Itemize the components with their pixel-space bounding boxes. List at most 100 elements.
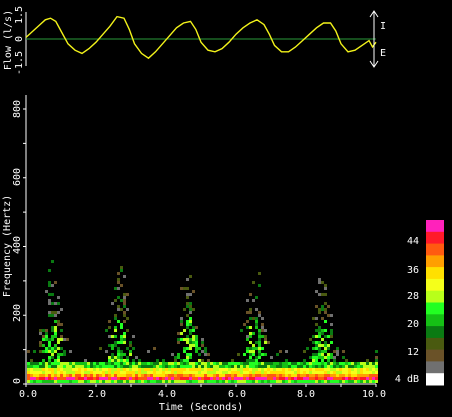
spectrogram-cell	[300, 365, 303, 368]
spectrogram-cell	[36, 377, 39, 380]
spectrogram-cell	[156, 368, 159, 371]
spectrogram-cell	[108, 368, 111, 371]
spectrogram-cell	[246, 338, 249, 341]
spectrogram-cell	[258, 341, 261, 344]
spectrogram-cell	[39, 344, 42, 347]
spectrogram-cell	[330, 332, 333, 335]
spectrogram-cell	[48, 377, 51, 380]
spectrogram-cell	[330, 353, 333, 356]
spectrogram-cell	[333, 374, 336, 377]
spectrogram-cell	[147, 362, 150, 365]
spectrogram-cell	[303, 368, 306, 371]
spectrogram-cell	[48, 380, 51, 383]
spectrogram-cell	[57, 341, 60, 344]
spectrogram-cell	[261, 353, 264, 356]
spectrogram-cell	[291, 374, 294, 377]
spectrogram-cell	[135, 374, 138, 377]
spectrogram-cell	[315, 335, 318, 338]
spectrogram-cell	[81, 374, 84, 377]
spectrogram-cell	[195, 371, 198, 374]
spectrogram-cell	[285, 368, 288, 371]
spectrogram-cell	[225, 380, 228, 383]
spectrogram-cell	[81, 365, 84, 368]
spectrogram-cell	[252, 317, 255, 320]
spectrogram-cell	[186, 305, 189, 308]
spectrogram-cell	[66, 365, 69, 368]
spectrogram-cell	[108, 359, 111, 362]
spectrogram-cell	[66, 380, 69, 383]
spectrogram-cell	[57, 374, 60, 377]
colorbar-swatch	[426, 220, 444, 233]
spectrogram-cell	[375, 377, 378, 380]
spectrogram-cell	[204, 377, 207, 380]
spectrogram-cell	[351, 380, 354, 383]
flow-ylabel: Flow (l/s)	[3, 10, 14, 70]
spectrogram-cell	[375, 365, 378, 368]
spectrogram-cell	[123, 341, 126, 344]
spectrogram-cell	[150, 380, 153, 383]
spectrogram-cell	[285, 374, 288, 377]
spectrogram-cell	[54, 332, 57, 335]
spectrogram-cell	[195, 377, 198, 380]
spectrogram-cell	[111, 362, 114, 365]
spectrogram-cell	[309, 374, 312, 377]
spectrogram-cell	[120, 359, 123, 362]
spectrogram-cell	[33, 368, 36, 371]
spectrogram-cell	[315, 359, 318, 362]
spectrogram-cell	[321, 305, 324, 308]
spectrogram-cell	[252, 299, 255, 302]
spectrogram-cell	[54, 350, 57, 353]
spectrogram-cell	[258, 377, 261, 380]
spectrogram-cell	[249, 311, 252, 314]
spectrogram-cell	[84, 359, 87, 362]
spectrogram-cell	[354, 362, 357, 365]
spectrogram-cell	[369, 380, 372, 383]
spectrogram-cell	[81, 377, 84, 380]
spectrogram-cell	[123, 320, 126, 323]
spectrogram-cell	[324, 368, 327, 371]
spectrogram-cell	[339, 374, 342, 377]
spectrogram-cell	[168, 374, 171, 377]
spectrogram-cell	[177, 356, 180, 359]
spectrogram-cell	[48, 359, 51, 362]
spectrogram-cell	[69, 350, 72, 353]
spectrogram-cell	[30, 380, 33, 383]
spectrogram-cell	[318, 362, 321, 365]
spectrogram-cell	[327, 305, 330, 308]
spectrogram-cell	[123, 353, 126, 356]
spectrogram-cell	[297, 365, 300, 368]
spectrogram-cell	[333, 368, 336, 371]
spectrogram-cell	[345, 371, 348, 374]
spectrogram-cell	[222, 371, 225, 374]
spectrogram-cell	[315, 365, 318, 368]
spectrogram-cell	[360, 362, 363, 365]
spectrogram-cell	[192, 368, 195, 371]
spectrogram-cell	[249, 362, 252, 365]
spectrogram-cell	[57, 296, 60, 299]
spectrogram-cell	[42, 344, 45, 347]
spectrogram-cell	[222, 368, 225, 371]
colorbar-swatch	[426, 231, 444, 245]
spectrogram-cell	[324, 287, 327, 290]
spectrogram-cell	[270, 368, 273, 371]
spectrogram-cell	[306, 374, 309, 377]
spectrogram-cell	[132, 374, 135, 377]
spectrogram-cell	[300, 377, 303, 380]
spectrogram-cell	[216, 377, 219, 380]
spectrogram-xtick-10: 10.0	[362, 389, 386, 400]
spectrogram-cell	[234, 362, 237, 365]
spectrogram-cell	[324, 374, 327, 377]
spectrogram-cell	[195, 341, 198, 344]
spectrogram-cell	[318, 311, 321, 314]
spectrogram-cell	[117, 272, 120, 275]
spectrogram-cell	[63, 377, 66, 380]
spectrogram-cell	[189, 353, 192, 356]
spectrogram-cell	[90, 374, 93, 377]
spectrogram-cell	[60, 371, 63, 374]
spectrogram-cell	[129, 371, 132, 374]
spectrogram-cell	[60, 308, 63, 311]
spectrogram-cell	[186, 347, 189, 350]
spectrogram-cell	[246, 299, 249, 302]
spectrogram-cell	[270, 371, 273, 374]
spectrogram-cell	[246, 362, 249, 365]
